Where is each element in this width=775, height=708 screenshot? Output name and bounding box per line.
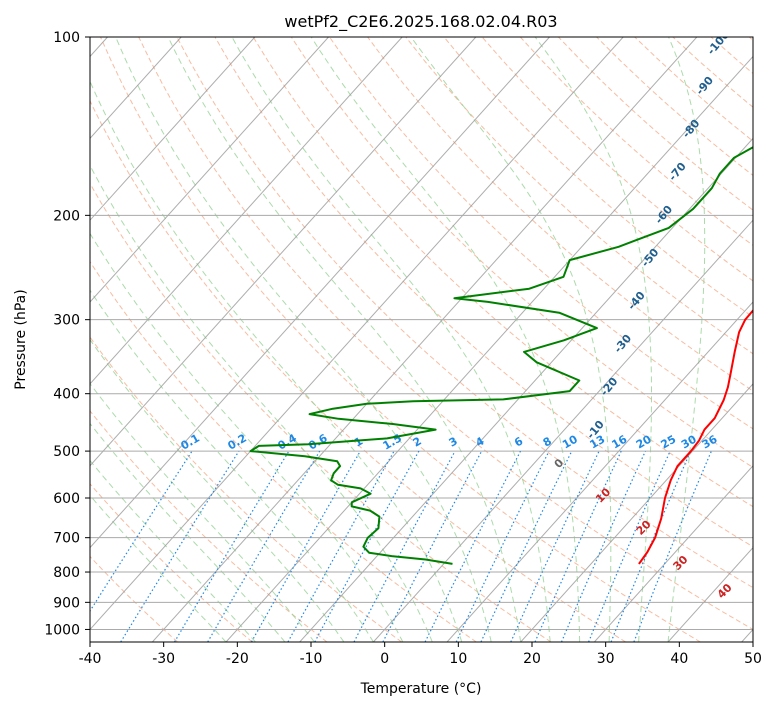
dry-adiabat-line: [443, 37, 753, 318]
moist-adiabat-line: [115, 37, 492, 642]
mixing-ratio-line: [610, 450, 692, 642]
isotherm-line: [90, 37, 403, 385]
isotherm-line: [593, 464, 753, 642]
moist-adiabat-line: [667, 37, 706, 642]
y-axis-title: Pressure (hPa): [13, 289, 29, 389]
moist-adiabat-line: [534, 37, 652, 642]
moist-adiabat-line: [90, 164, 433, 642]
isotherm-line: [90, 37, 550, 549]
x-tick-label: -30: [152, 651, 175, 667]
x-tick-label: 20: [523, 651, 541, 667]
moist-adiabat-line: [231, 37, 551, 642]
profile-line: [638, 308, 753, 565]
plot-frame: [89, 36, 754, 643]
y-tick-label: 200: [53, 208, 80, 224]
dry-adiabat-line: [90, 99, 626, 642]
isotherm-line: [90, 37, 256, 221]
moist-adiabat-line: [90, 459, 256, 642]
y-tick-label: 700: [53, 531, 80, 547]
mixing-ratio-line: [588, 450, 671, 642]
x-tick-label: 50: [744, 651, 762, 667]
mixing-ratio-line: [534, 450, 622, 642]
x-tick-label: 0: [380, 651, 389, 667]
moist-adiabat-line: [310, 37, 581, 642]
chart-title: wetPf2_C2E6.2025.168.02.04.R03: [284, 12, 557, 32]
isotherm-line: [90, 37, 624, 631]
y-tick-label: 100: [53, 30, 80, 46]
x-tick-label: -10: [300, 651, 323, 667]
plot-area: 0.1 0.2 0.4 0.6 1 1.5 2 3 4 6 8 10 13 16 20 25 30 36-100-…: [90, 37, 753, 642]
isotherm-line: [151, 37, 698, 642]
mixing-ratio-line: [424, 450, 522, 642]
x-tick-label: -40: [79, 651, 102, 667]
x-tick-label: -20: [226, 651, 249, 667]
mixing-ratio-line: [120, 450, 240, 642]
isotherm-line: [90, 37, 477, 467]
dry-adiabat-line: [176, 37, 753, 589]
y-tick-label: 400: [53, 387, 80, 403]
moist-adiabat-line: [167, 37, 522, 642]
moist-adiabat-line: [90, 80, 463, 642]
dry-adiabat-line: [90, 260, 477, 642]
mixing-ratio-line: [90, 450, 193, 613]
y-tick-label: 1000: [44, 622, 80, 638]
y-tick-label: 600: [53, 491, 80, 507]
y-tick-label: 800: [53, 565, 80, 581]
moist-adiabat-line: [90, 382, 315, 642]
y-tick-label: 500: [53, 444, 80, 460]
isotherm-line: [372, 219, 753, 642]
dry-adiabat-line: [90, 182, 552, 642]
dry-adiabat-line: [252, 37, 753, 508]
y-tick-label: 300: [53, 313, 80, 329]
dry-adiabat-line: [90, 483, 253, 642]
dry-adiabat-line: [405, 37, 753, 355]
isotherm-line: [446, 301, 753, 642]
isotherm-line: [299, 137, 753, 642]
profile-line: [249, 146, 753, 565]
isotherm-line: [520, 383, 753, 642]
mixing-ratio-line: [314, 450, 420, 642]
x-tick-label: 40: [670, 651, 688, 667]
moist-adiabat-line: [90, 338, 345, 642]
x-axis-title: Temperature (°C): [360, 681, 482, 697]
dry-adiabat-line: [138, 37, 753, 630]
isotherm-line: [225, 55, 753, 642]
mixing-ratio-line: [353, 450, 456, 642]
x-tick-label: 10: [449, 651, 467, 667]
moist-adiabat-line: [90, 289, 374, 642]
mixing-ratio-line: [560, 450, 647, 642]
x-tick-label: 30: [597, 651, 615, 667]
y-tick-label: 900: [53, 595, 80, 611]
mixing-ratio-line: [633, 450, 712, 642]
moist-adiabat-line: [410, 37, 612, 642]
axes-ticks: -40 -30 -20 -10 0 10 20 30 40 50 100 200 300 400 500 60…: [44, 30, 762, 667]
isotherm-line: [90, 37, 329, 303]
